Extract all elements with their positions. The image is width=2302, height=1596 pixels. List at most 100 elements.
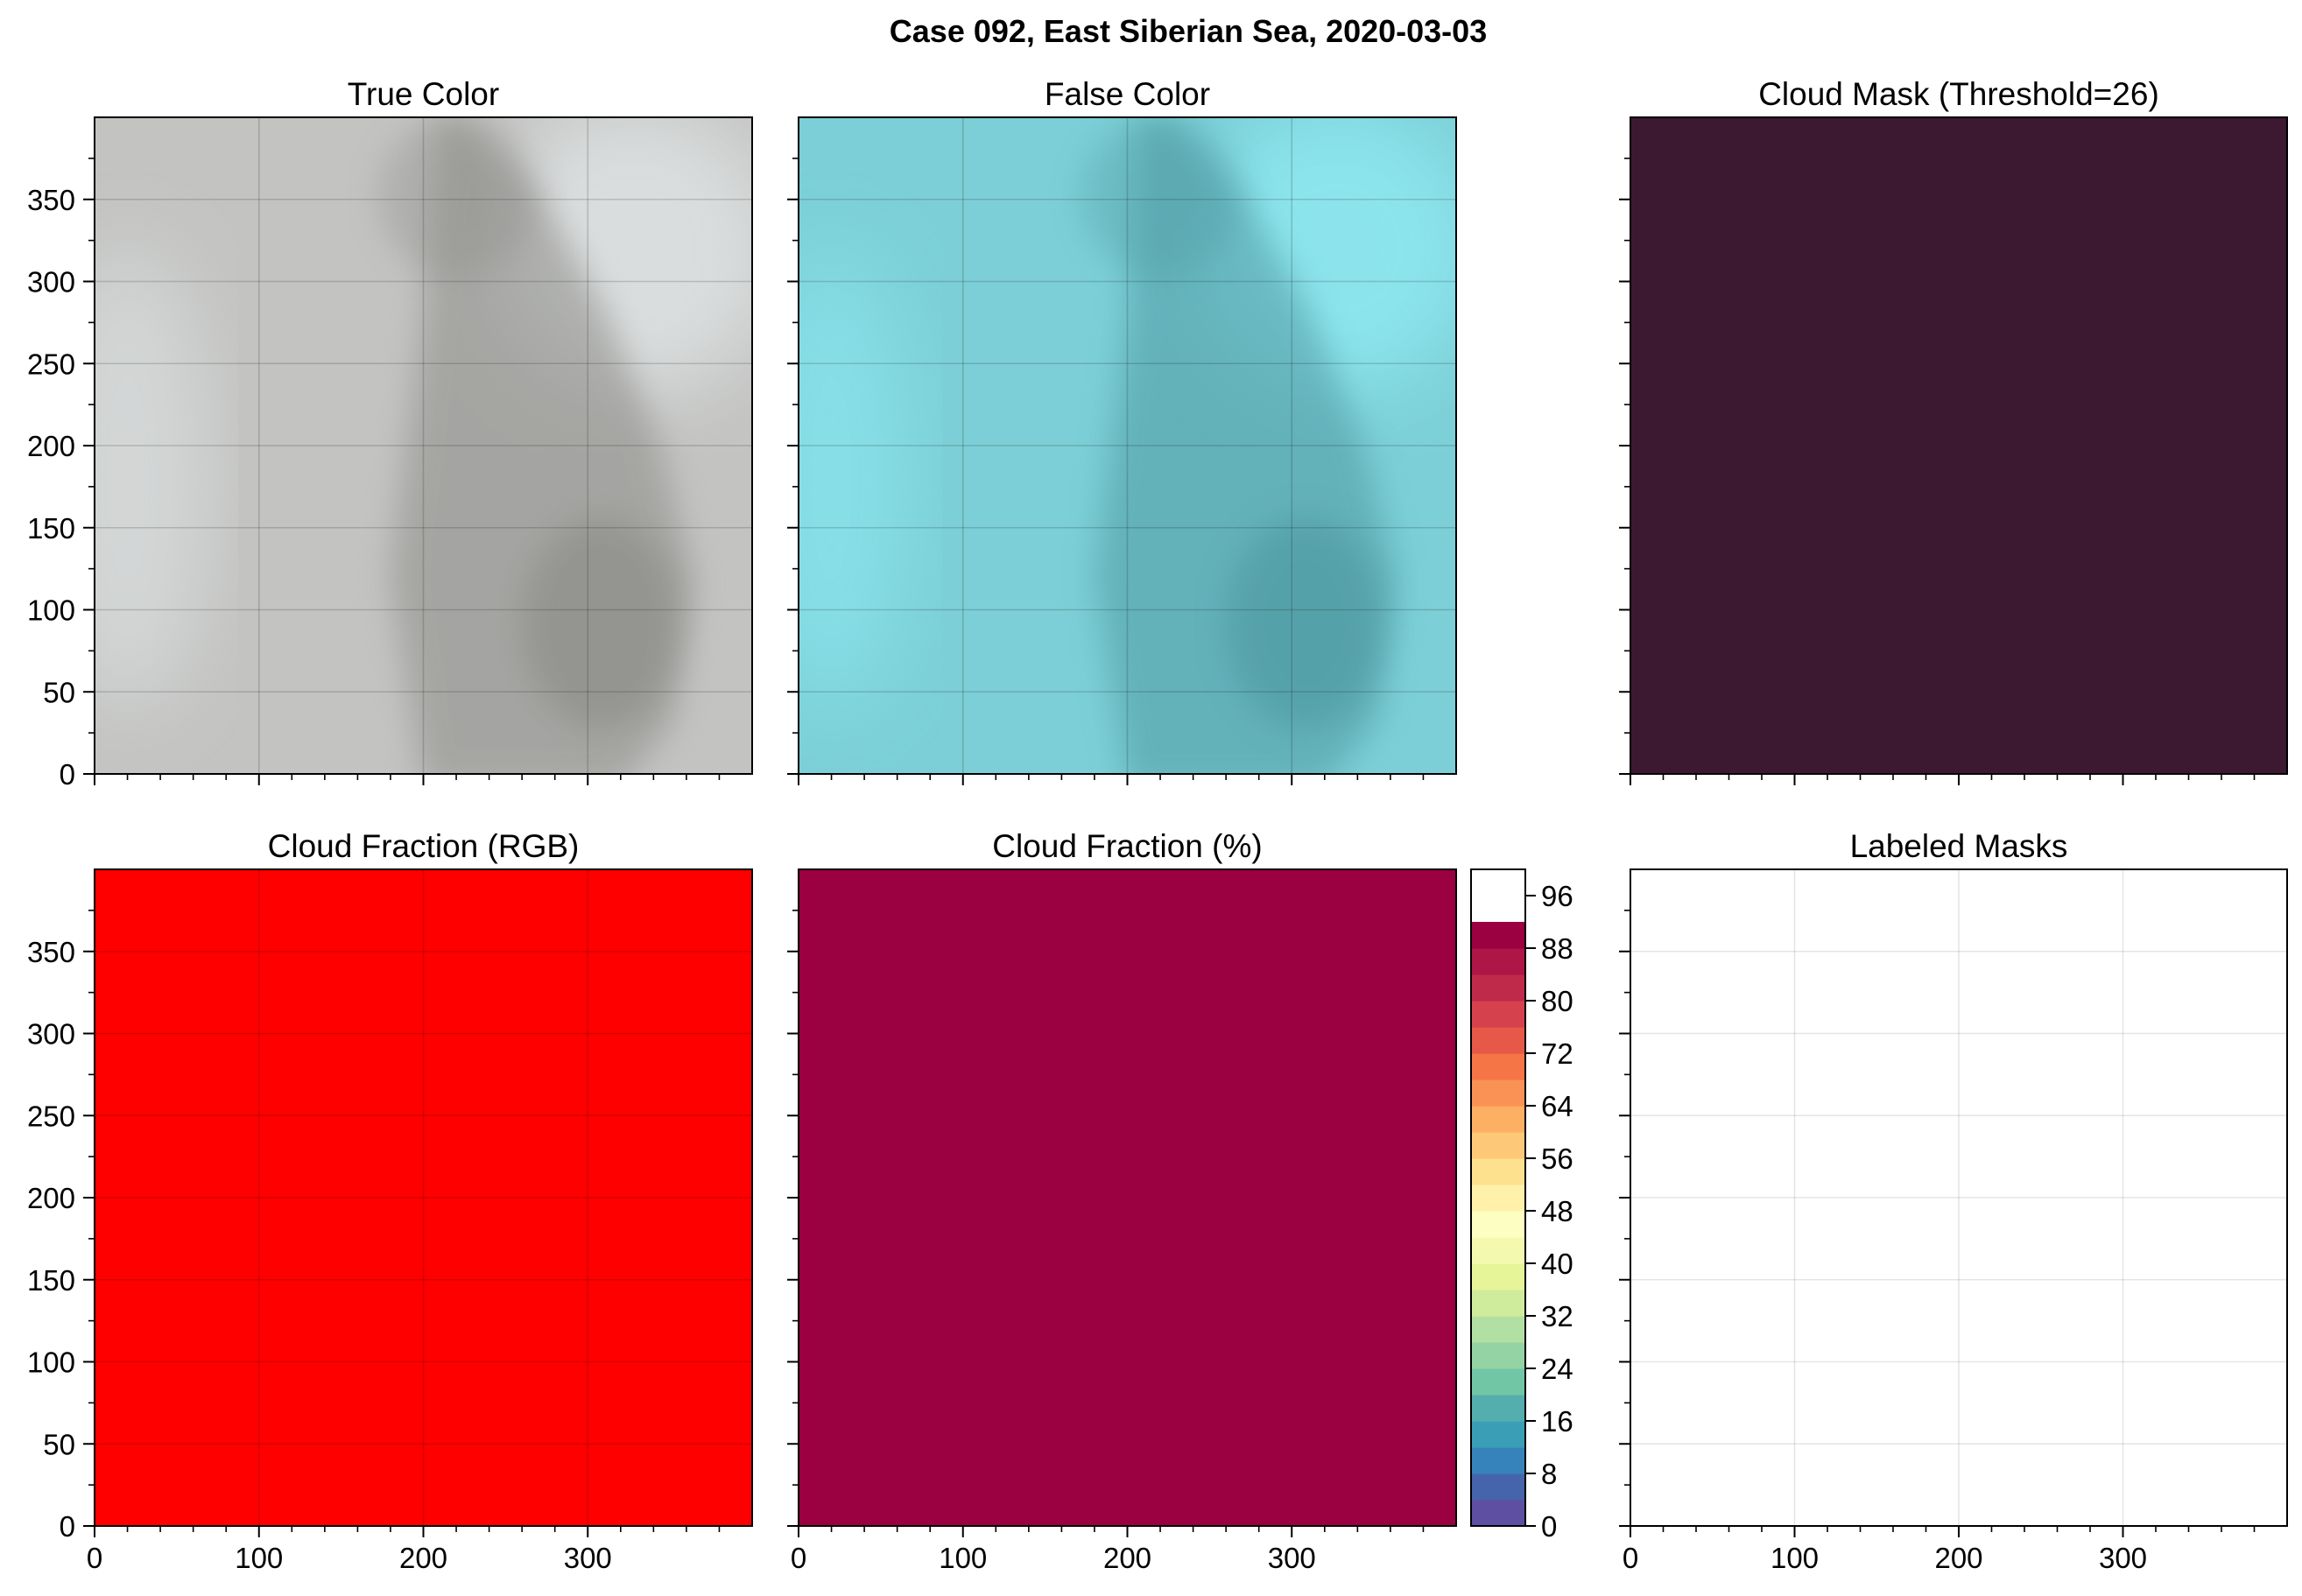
colorbar-segment <box>1471 1106 1525 1133</box>
colorbar-segment <box>1471 1237 1525 1264</box>
image-fill <box>1630 117 2287 774</box>
panel-labeled-masks: Labeled Masks 0 100 200 300 <box>1619 828 2288 1574</box>
colorbar-segment <box>1471 1132 1525 1159</box>
panel-title: Cloud Fraction (RGB) <box>268 828 580 864</box>
image-true-color <box>95 117 752 774</box>
ice-floe-dark-core <box>522 517 680 728</box>
colorbar-tick-label: 8 <box>1541 1458 1557 1490</box>
image-cloud-mask <box>1630 117 2287 774</box>
colorbar-segment <box>1471 1500 1525 1527</box>
y-tick-label: 200 <box>27 430 75 462</box>
colorbar-frame <box>1470 868 1526 1527</box>
gridlines <box>799 117 1456 774</box>
colorbar-tick-label: 16 <box>1541 1405 1573 1438</box>
colorbar-segment <box>1471 1447 1525 1474</box>
colorbar-segment <box>1471 1211 1525 1238</box>
y-tick-label: 100 <box>27 1346 75 1379</box>
y-tick-label: 350 <box>27 184 75 216</box>
colorbar-segment <box>1471 1473 1525 1501</box>
x-tick-label: 100 <box>235 1542 283 1574</box>
y-tick-label: 200 <box>27 1182 75 1214</box>
colorbar-segment <box>1471 1290 1525 1317</box>
colorbar-tick-label: 96 <box>1541 880 1573 912</box>
y-tick-label: 50 <box>43 676 75 708</box>
x-tick-label: 0 <box>87 1542 102 1574</box>
panel-title: Cloud Mask (Threshold=26) <box>1758 76 2159 112</box>
gridlines <box>95 869 752 1526</box>
image-labeled-masks <box>1630 869 2287 1526</box>
colorbar-tick-label: 56 <box>1541 1143 1573 1175</box>
x-tick-label: 300 <box>1268 1542 1316 1574</box>
colorbar-segment <box>1471 1001 1525 1028</box>
image-fill <box>95 869 752 1526</box>
x-tick-label: 200 <box>1934 1542 1982 1574</box>
bright-edge <box>95 249 207 708</box>
colorbar-segment <box>1471 1027 1525 1054</box>
ice-floe-top <box>1081 117 1240 275</box>
y-tick-label: 250 <box>27 1100 75 1132</box>
y-tick-label: 0 <box>60 758 75 791</box>
y-tick-label: 300 <box>27 266 75 299</box>
colorbar-segment <box>1471 1053 1525 1080</box>
colorbar-tick-label: 0 <box>1541 1510 1557 1543</box>
gridlines <box>95 117 752 774</box>
panel-cloud-fraction-rgb: Cloud Fraction (RGB) 0 50 100 150 200 250 300 35… <box>27 828 753 1574</box>
image-fill <box>799 869 1456 1526</box>
colorbar-segment <box>1471 1263 1525 1290</box>
colorbar-segment <box>1471 948 1525 975</box>
x-tick-label: 200 <box>399 1542 447 1574</box>
panel-false-color: False Color <box>787 76 1457 785</box>
x-tick-label: 300 <box>2099 1542 2147 1574</box>
colorbar-segment <box>1471 1079 1525 1107</box>
panel-title: True Color <box>348 76 499 112</box>
gridlines <box>1630 869 2287 1526</box>
colorbar-tick-label: 88 <box>1541 932 1573 965</box>
colorbar-segment <box>1471 1316 1525 1343</box>
x-tick-label: 0 <box>791 1542 806 1574</box>
y-tick-label: 0 <box>60 1510 75 1543</box>
bright-edge <box>799 249 911 708</box>
image-cloud-fraction-rgb <box>95 869 752 1526</box>
colorbar-segment <box>1471 1395 1525 1422</box>
y-tick-label: 350 <box>27 936 75 968</box>
colorbar-tick-label: 32 <box>1541 1300 1573 1332</box>
colorbar-segment <box>1471 1158 1525 1185</box>
ice-floe-top <box>377 117 536 275</box>
figure-suptitle: Case 092, East Siberian Sea, 2020-03-03 <box>890 13 1487 49</box>
colorbar-tick-label: 48 <box>1541 1195 1573 1227</box>
panel-title: Cloud Fraction (%) <box>992 828 1262 864</box>
colorbar-tick-label: 64 <box>1541 1090 1573 1122</box>
x-tick-label: 100 <box>939 1542 987 1574</box>
colorbar-segment <box>1471 1342 1525 1369</box>
image-fill <box>1630 869 2287 1526</box>
colorbar: 0 8 16 24 32 40 48 56 64 72 80 88 96 <box>1470 868 1573 1543</box>
y-tick-label: 250 <box>27 348 75 380</box>
x-tick-label: 0 <box>1623 1542 1638 1574</box>
colorbar-segment <box>1471 922 1525 949</box>
panel-cloud-mask: Cloud Mask (Threshold=26) <box>1619 76 2288 785</box>
y-tick-label: 100 <box>27 594 75 627</box>
y-tick-label: 300 <box>27 1018 75 1051</box>
y-tick-label: 150 <box>27 1264 75 1297</box>
x-tick-label: 200 <box>1103 1542 1151 1574</box>
colorbar-segment <box>1471 1368 1525 1396</box>
x-tick-label: 100 <box>1770 1542 1819 1574</box>
image-cloud-fraction-pct <box>799 869 1456 1526</box>
colorbar-tick-label: 24 <box>1541 1353 1573 1385</box>
panel-title: Labeled Masks <box>1850 828 2068 864</box>
colorbar-tick-label: 40 <box>1541 1248 1573 1280</box>
colorbar-segment <box>1471 1421 1525 1448</box>
colorbar-tick-label: 80 <box>1541 985 1573 1017</box>
panel-true-color: True Color 0 50 100 150 200 250 300 350 <box>27 76 753 791</box>
panel-cloud-fraction-pct: Cloud Fraction (%) 0 100 200 300 0 8 16 24 32 40 48… <box>787 828 1573 1574</box>
x-tick-label: 300 <box>564 1542 612 1574</box>
ice-floe-dark-core <box>1226 517 1384 728</box>
colorbar-tick-label: 72 <box>1541 1037 1573 1070</box>
image-false-color <box>799 117 1456 774</box>
panel-title: False Color <box>1045 76 1210 112</box>
colorbar-segment <box>1471 974 1525 1002</box>
y-tick-label: 150 <box>27 512 75 545</box>
colorbar-segment <box>1471 1185 1525 1212</box>
y-tick-label: 50 <box>43 1428 75 1460</box>
